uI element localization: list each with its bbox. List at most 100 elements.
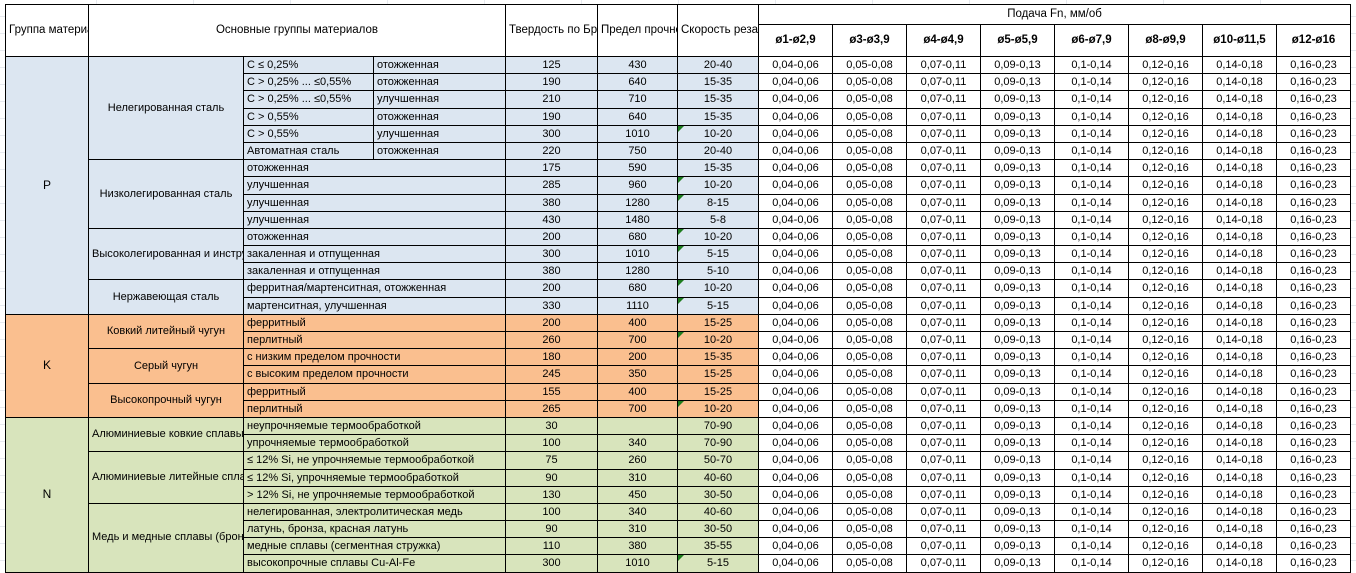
strength-cell[interactable]: 680 <box>597 279 678 298</box>
feed-cell[interactable]: 0,09-0,13 <box>980 554 1055 573</box>
feed-cell[interactable]: 0,04-0,06 <box>758 330 833 350</box>
feed-cell[interactable]: 0,07-0,11 <box>906 176 981 195</box>
feed-cell[interactable]: 0,09-0,13 <box>980 399 1055 418</box>
feed-cell[interactable]: 0,09-0,13 <box>980 73 1055 92</box>
feed-cell[interactable]: 0,12-0,16 <box>1128 330 1203 350</box>
feed-cell[interactable]: 0,04-0,06 <box>758 90 833 109</box>
feed-cell[interactable]: 0,1-0,14 <box>1054 451 1129 470</box>
feed-cell[interactable]: 0,05-0,08 <box>832 159 907 178</box>
feed-cell[interactable]: 0,09-0,13 <box>980 468 1055 487</box>
feed-cell[interactable]: 0,12-0,16 <box>1128 159 1203 178</box>
feed-cell[interactable]: 0,05-0,08 <box>832 537 907 556</box>
material-state-cell[interactable]: ферритный <box>243 313 506 333</box>
feed-cell[interactable]: 0,14-0,18 <box>1202 382 1277 401</box>
feed-cell[interactable]: 0,16-0,23 <box>1275 296 1352 315</box>
feed-cell[interactable]: 0,07-0,11 <box>906 296 981 315</box>
feed-cell[interactable]: 0,14-0,18 <box>1202 55 1277 75</box>
hardness-cell[interactable]: 175 <box>505 159 598 178</box>
feed-cell[interactable]: 0,12-0,16 <box>1128 468 1203 487</box>
hardness-cell[interactable]: 90 <box>505 520 598 539</box>
material-state-cell[interactable]: упрочняемые термообработкой <box>243 434 506 453</box>
feed-cell[interactable]: 0,09-0,13 <box>980 124 1055 143</box>
feed-cell[interactable]: 0,16-0,23 <box>1275 382 1352 401</box>
header-feed-d5[interactable]: ø6-ø7,9 <box>1054 24 1129 57</box>
feed-cell[interactable]: 0,07-0,11 <box>906 434 981 453</box>
hardness-cell[interactable]: 200 <box>505 227 598 247</box>
hardness-cell[interactable]: 125 <box>505 55 598 75</box>
group-name-cell[interactable]: Алюминиевые ковкие сплавы <box>88 416 244 453</box>
section-code-cell[interactable]: N <box>5 416 89 573</box>
header-feed-d3[interactable]: ø4-ø4,9 <box>906 24 981 57</box>
feed-cell[interactable]: 0,14-0,18 <box>1202 141 1277 161</box>
hardness-cell[interactable]: 265 <box>505 399 598 418</box>
feed-cell[interactable]: 0,14-0,18 <box>1202 365 1277 384</box>
feed-cell[interactable]: 0,14-0,18 <box>1202 313 1277 333</box>
feed-cell[interactable]: 0,16-0,23 <box>1275 537 1352 556</box>
speed-cell[interactable]: 10-20 <box>677 176 759 195</box>
header-material-group[interactable]: Группа материалов <box>5 4 89 57</box>
strength-cell[interactable]: 400 <box>597 382 678 401</box>
feed-cell[interactable]: 0,09-0,13 <box>980 107 1055 126</box>
feed-cell[interactable]: 0,1-0,14 <box>1054 90 1129 109</box>
speed-cell[interactable]: 10-20 <box>677 124 759 143</box>
feed-cell[interactable]: 0,07-0,11 <box>906 537 981 556</box>
feed-cell[interactable]: 0,16-0,23 <box>1275 502 1352 522</box>
strength-cell[interactable]: 260 <box>597 451 678 470</box>
feed-cell[interactable]: 0,05-0,08 <box>832 279 907 298</box>
feed-cell[interactable]: 0,1-0,14 <box>1054 554 1129 573</box>
feed-cell[interactable]: 0,1-0,14 <box>1054 193 1129 212</box>
strength-cell[interactable]: 1010 <box>597 245 678 264</box>
feed-cell[interactable]: 0,04-0,06 <box>758 124 833 143</box>
feed-cell[interactable]: 0,14-0,18 <box>1202 296 1277 315</box>
feed-cell[interactable]: 0,09-0,13 <box>980 245 1055 264</box>
feed-cell[interactable]: 0,05-0,08 <box>832 176 907 195</box>
feed-cell[interactable]: 0,05-0,08 <box>832 468 907 487</box>
feed-cell[interactable]: 0,14-0,18 <box>1202 210 1277 229</box>
feed-cell[interactable]: 0,12-0,16 <box>1128 193 1203 212</box>
hardness-cell[interactable]: 90 <box>505 468 598 487</box>
feed-cell[interactable]: 0,14-0,18 <box>1202 434 1277 453</box>
feed-cell[interactable]: 0,16-0,23 <box>1275 55 1352 75</box>
feed-cell[interactable]: 0,04-0,06 <box>758 159 833 178</box>
hardness-cell[interactable]: 180 <box>505 348 598 367</box>
feed-cell[interactable]: 0,14-0,18 <box>1202 330 1277 350</box>
strength-cell[interactable]: 680 <box>597 227 678 247</box>
hardness-cell[interactable]: 380 <box>505 262 598 281</box>
feed-cell[interactable]: 0,16-0,23 <box>1275 451 1352 470</box>
feed-cell[interactable]: 0,16-0,23 <box>1275 365 1352 384</box>
feed-cell[interactable]: 0,05-0,08 <box>832 520 907 539</box>
strength-cell[interactable]: 430 <box>597 55 678 75</box>
feed-cell[interactable]: 0,1-0,14 <box>1054 399 1129 418</box>
feed-cell[interactable]: 0,12-0,16 <box>1128 537 1203 556</box>
material-state-cell[interactable]: ферритный <box>243 382 506 401</box>
feed-cell[interactable]: 0,16-0,23 <box>1275 416 1352 436</box>
feed-cell[interactable]: 0,07-0,11 <box>906 313 981 333</box>
header-tensile-strength[interactable]: Предел прочности Rm, Н/мм2 <box>597 4 678 57</box>
feed-cell[interactable]: 0,1-0,14 <box>1054 210 1129 229</box>
feed-cell[interactable]: 0,09-0,13 <box>980 451 1055 470</box>
feed-cell[interactable]: 0,09-0,13 <box>980 262 1055 281</box>
feed-cell[interactable]: 0,04-0,06 <box>758 520 833 539</box>
material-condition-cell[interactable]: C > 0,55% <box>243 124 374 143</box>
feed-cell[interactable]: 0,07-0,11 <box>906 399 981 418</box>
material-state-cell[interactable]: ферритная/мартенситная, отожженная <box>243 279 506 298</box>
feed-cell[interactable]: 0,05-0,08 <box>832 330 907 350</box>
feed-cell[interactable]: 0,12-0,16 <box>1128 245 1203 264</box>
feed-cell[interactable]: 0,1-0,14 <box>1054 141 1129 161</box>
feed-cell[interactable]: 0,05-0,08 <box>832 399 907 418</box>
feed-cell[interactable]: 0,07-0,11 <box>906 554 981 573</box>
feed-cell[interactable]: 0,04-0,06 <box>758 399 833 418</box>
feed-cell[interactable]: 0,09-0,13 <box>980 55 1055 75</box>
speed-cell[interactable]: 5-15 <box>677 296 759 315</box>
feed-cell[interactable]: 0,09-0,13 <box>980 416 1055 436</box>
feed-cell[interactable]: 0,1-0,14 <box>1054 468 1129 487</box>
feed-cell[interactable]: 0,09-0,13 <box>980 537 1055 556</box>
material-state-cell[interactable]: перлитный <box>243 399 506 418</box>
feed-cell[interactable]: 0,1-0,14 <box>1054 330 1129 350</box>
strength-cell[interactable]: 640 <box>597 73 678 92</box>
speed-cell[interactable]: 15-35 <box>677 159 759 178</box>
feed-cell[interactable]: 0,07-0,11 <box>906 141 981 161</box>
speed-cell[interactable]: 15-35 <box>677 348 759 367</box>
feed-cell[interactable]: 0,1-0,14 <box>1054 262 1129 281</box>
hardness-cell[interactable]: 210 <box>505 90 598 109</box>
